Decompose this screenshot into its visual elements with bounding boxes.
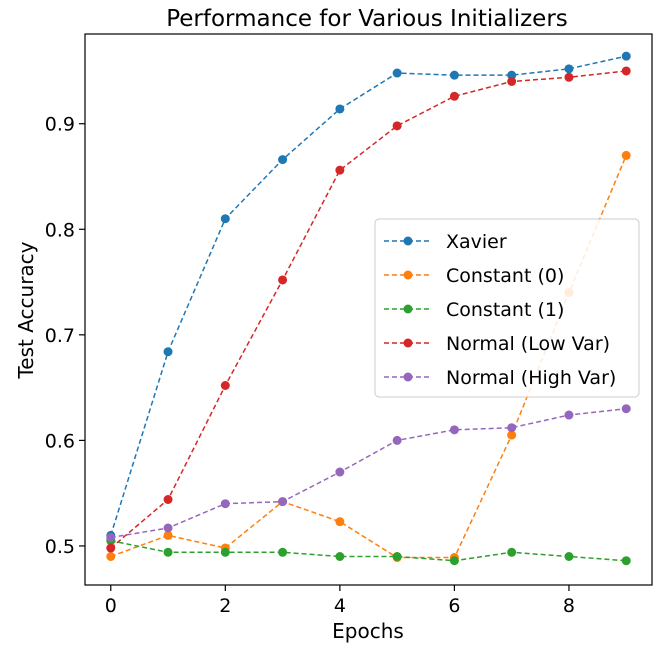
data-point-normal-high-var: [278, 497, 288, 507]
legend-label: Xavier: [446, 231, 507, 253]
data-point-normal-high-var: [392, 435, 402, 445]
data-point-xavier: [220, 214, 230, 224]
data-point-normal-high-var: [220, 499, 230, 509]
data-point-xavier: [621, 51, 631, 61]
y-tick-label: 0.8: [45, 219, 75, 241]
data-point-normal-high-var: [564, 410, 574, 420]
data-point-normal-high-var: [621, 404, 631, 414]
legend-label: Normal (Low Var): [446, 333, 610, 355]
data-point-xavier: [392, 68, 402, 78]
data-point-xavier: [507, 70, 517, 80]
data-point-normal-high-var: [106, 533, 116, 542]
data-point-normal-low-var: [507, 77, 517, 86]
data-point-normal-high-var: [507, 423, 517, 433]
series-layer: [106, 51, 631, 566]
y-tick-label: 0.7: [45, 325, 75, 347]
x-tick-label: 4: [334, 595, 346, 617]
data-point-constant-1: [564, 552, 574, 561]
data-point-constant-1: [507, 547, 517, 557]
data-point-normal-high-var: [449, 425, 459, 435]
legend-box: [374, 218, 640, 398]
x-tick-label: 6: [448, 595, 460, 617]
legend-label: Normal (High Var): [446, 367, 616, 389]
data-point-constant-0: [163, 530, 173, 540]
y-axis-label: Test Accuracy: [14, 241, 38, 379]
data-point-normal-low-var: [278, 275, 288, 285]
legend: Xavier Constant (0) Constant (1) Normal (Lo…: [374, 218, 640, 398]
data-point-normal-high-var: [163, 523, 173, 533]
data-point-normal-high-var: [335, 467, 345, 477]
data-point-constant-0: [106, 552, 116, 561]
data-point-normal-low-var: [621, 66, 631, 76]
data-point-constant-1: [335, 552, 345, 561]
y-tick-label: 0.9: [45, 114, 75, 136]
plot-area-frame: [84, 33, 653, 586]
data-point-constant-0: [507, 430, 517, 440]
y-tick-label: 0.6: [45, 430, 75, 452]
legend-marker: [403, 236, 413, 246]
data-point-constant-1: [621, 556, 631, 566]
series-line-xavier: [110, 55, 627, 536]
x-tick-label: 8: [563, 595, 575, 617]
data-point-normal-low-var: [392, 121, 402, 131]
data-point-constant-1: [163, 547, 173, 557]
data-point-xavier: [163, 347, 173, 357]
x-axis-label: Epochs: [332, 619, 404, 643]
data-point-normal-low-var: [335, 165, 345, 175]
legend-marker: [403, 338, 413, 348]
data-point-xavier: [564, 64, 574, 74]
series-line-normal-high-var: [110, 407, 627, 539]
data-point-xavier: [278, 155, 288, 165]
data-point-normal-low-var: [163, 495, 173, 504]
chart-title: Performance for Various Initializers: [166, 6, 568, 32]
data-point-normal-low-var: [449, 91, 459, 101]
data-point-normal-low-var: [220, 381, 230, 390]
x-tick-label: 0: [105, 595, 117, 617]
data-point-xavier: [449, 70, 459, 80]
data-point-normal-low-var: [106, 543, 116, 553]
data-point-constant-1: [449, 556, 459, 566]
legend-marker: [403, 372, 413, 382]
series-line-normal-low-var: [110, 70, 627, 549]
x-axis: 0 2 4 6 8: [105, 585, 575, 617]
x-tick-label: 2: [219, 595, 231, 617]
y-axis: 0.5 0.6 0.7 0.8 0.9: [45, 114, 85, 558]
data-point-normal-low-var: [564, 72, 574, 82]
legend-label: Constant (0): [446, 265, 564, 287]
legend-label: Constant (1): [446, 299, 564, 321]
y-tick-label: 0.5: [45, 536, 75, 558]
legend-marker: [403, 304, 413, 314]
data-point-constant-1: [278, 547, 288, 557]
series-line-constant-0: [110, 155, 627, 559]
legend-marker: [403, 270, 413, 280]
data-point-constant-1: [392, 552, 402, 561]
data-point-constant-0: [335, 517, 345, 527]
series-line-constant-1: [110, 539, 627, 562]
data-point-constant-0: [621, 150, 631, 160]
data-point-constant-1: [220, 547, 230, 557]
data-point-xavier: [335, 104, 345, 114]
